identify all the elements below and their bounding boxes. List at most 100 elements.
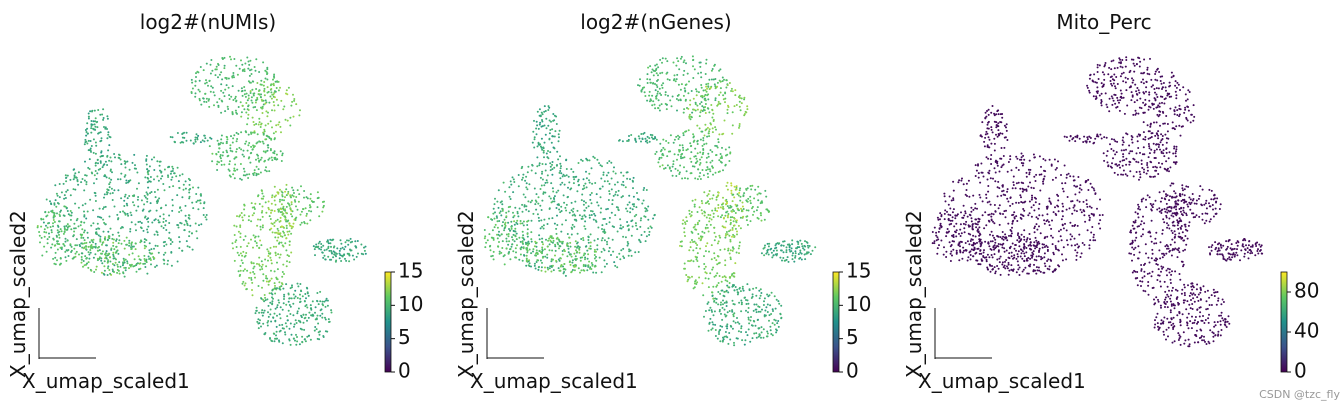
cell-point [701, 202, 704, 205]
cell-point [747, 302, 750, 305]
cell-point [711, 291, 714, 294]
cell-point [184, 204, 187, 207]
cell-point [327, 245, 330, 248]
cell-point [70, 249, 73, 252]
cell-point [991, 234, 994, 237]
cell-point [267, 311, 269, 314]
cell-point [493, 226, 496, 229]
cell-point [165, 219, 167, 222]
cell-point [124, 266, 127, 269]
cell-point [634, 139, 637, 142]
cell-point [92, 241, 95, 244]
cell-point [558, 208, 561, 211]
cell-point [274, 319, 277, 322]
cell-point [301, 335, 304, 338]
cell-point [109, 272, 112, 275]
cell-point [247, 94, 250, 97]
cell-point [650, 71, 653, 74]
cell-point [729, 256, 732, 259]
cell-point [717, 206, 720, 209]
cell-point [733, 210, 735, 213]
cell-point [1002, 163, 1005, 166]
cell-point [209, 72, 212, 75]
cell-point [116, 213, 119, 216]
cell-point [706, 172, 709, 175]
cell-point [1047, 258, 1050, 261]
cell-point [704, 73, 707, 75]
cell-point [117, 231, 120, 234]
cell-point [711, 165, 714, 168]
cell-point [791, 243, 794, 246]
cell-point [287, 233, 290, 236]
cell-point [737, 330, 740, 333]
cell-point [123, 247, 126, 250]
cell-point [252, 80, 255, 83]
cell-point [181, 196, 184, 199]
cell-point [544, 110, 547, 112]
cell-point [208, 98, 210, 101]
cell-point [66, 189, 69, 192]
cell-point [1018, 266, 1021, 269]
cell-point [293, 192, 295, 194]
cell-point [693, 225, 696, 228]
cell-point [156, 233, 159, 236]
cell-point [575, 219, 578, 222]
cell-point [746, 108, 749, 111]
cell-point [705, 161, 708, 164]
cell-point [63, 244, 66, 247]
cell-point [99, 240, 102, 243]
cell-point [658, 109, 661, 112]
cell-point [277, 299, 280, 302]
cell-point [733, 275, 736, 278]
cell-point [696, 108, 699, 111]
cell-point [757, 327, 760, 330]
cell-point [943, 192, 946, 195]
cell-point [728, 146, 731, 149]
cell-point [217, 64, 220, 66]
cell-point [278, 256, 281, 259]
cell-point [729, 216, 732, 219]
cell-point [612, 194, 615, 197]
cell-point [988, 172, 991, 175]
cell-point [696, 124, 699, 127]
cell-point [651, 134, 654, 137]
cell-point [525, 208, 528, 211]
cell-point [699, 151, 702, 154]
cell-point [236, 73, 239, 76]
cell-point [725, 86, 728, 89]
cell-point [288, 204, 291, 207]
cell-point [528, 262, 531, 265]
cell-point [730, 90, 733, 92]
cell-point [600, 207, 603, 210]
cell-point [666, 78, 669, 81]
cell-point [145, 163, 148, 166]
cell-point [719, 248, 722, 251]
cell-point [98, 227, 101, 230]
cell-point [644, 210, 647, 213]
cell-point [274, 231, 277, 234]
cell-point [243, 155, 245, 158]
cell-point [649, 78, 651, 81]
cell-point [543, 110, 546, 113]
cell-point [288, 222, 291, 225]
cell-point [132, 245, 135, 248]
cell-point [280, 241, 283, 244]
cell-point [305, 297, 307, 300]
cell-point [719, 292, 722, 295]
cell-point [706, 94, 709, 97]
cell-point [707, 329, 710, 332]
cell-point [131, 252, 134, 255]
cell-point [504, 224, 507, 227]
cell-point [341, 255, 344, 258]
cell-point [98, 207, 101, 210]
cell-point [250, 96, 253, 99]
cell-point [961, 216, 964, 219]
cell-point [280, 131, 282, 134]
cell-point [602, 247, 605, 250]
cell-point [491, 229, 494, 232]
cell-point [96, 257, 99, 260]
cell-point [1007, 161, 1010, 163]
cell-point [123, 261, 126, 264]
cell-point [291, 194, 294, 197]
cell-point [763, 315, 766, 318]
